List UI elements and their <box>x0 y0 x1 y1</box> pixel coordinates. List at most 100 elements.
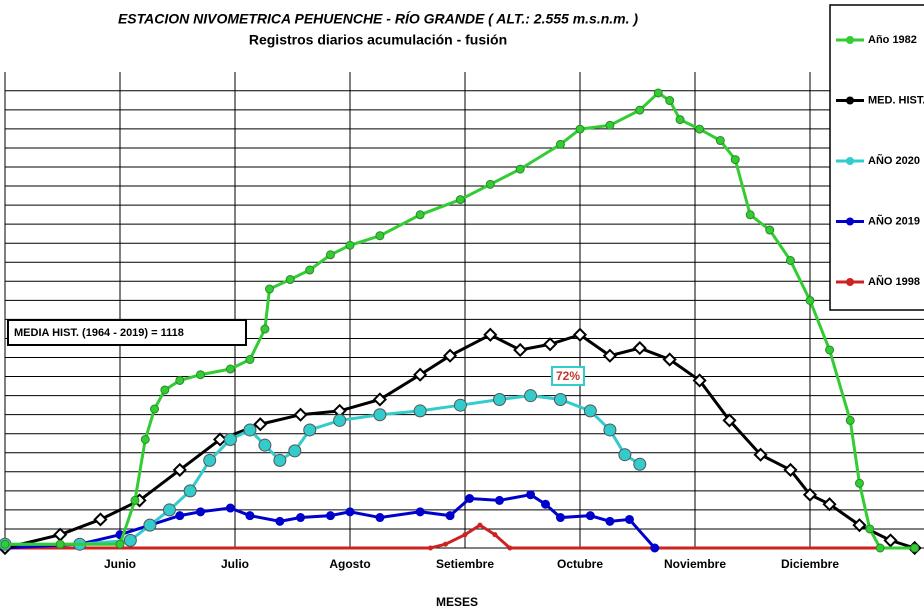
legend-box <box>829 4 924 311</box>
marker <box>175 511 185 521</box>
marker <box>285 275 295 285</box>
marker <box>555 513 565 523</box>
marker <box>415 507 425 517</box>
x-axis-label: MESES <box>436 595 478 609</box>
marker <box>492 532 498 538</box>
marker <box>325 511 335 521</box>
marker <box>624 514 634 524</box>
marker <box>650 543 660 553</box>
marker <box>493 392 506 406</box>
marker <box>825 345 835 355</box>
marker <box>260 324 270 334</box>
marker <box>212 432 228 447</box>
marker <box>223 432 237 446</box>
x-tick-label: Agosto <box>329 557 370 571</box>
marker <box>442 348 458 363</box>
marker <box>455 195 465 205</box>
marker <box>541 499 550 509</box>
series-line <box>5 523 915 550</box>
marker <box>175 375 185 385</box>
series-line <box>4 493 656 550</box>
x-tick-label: Julio <box>221 557 249 571</box>
legend-label: AÑO 2019 <box>868 214 920 227</box>
legend-marker <box>846 278 854 286</box>
marker <box>53 527 68 542</box>
marker <box>253 417 268 432</box>
marker <box>462 532 468 538</box>
marker <box>293 407 308 422</box>
series-line <box>4 333 916 550</box>
marker <box>483 327 498 342</box>
marker <box>115 539 125 549</box>
marker <box>93 512 108 527</box>
marker <box>296 513 306 523</box>
marker <box>875 543 885 553</box>
marker <box>0 539 10 549</box>
marker <box>275 516 285 526</box>
marker <box>428 545 433 551</box>
marker <box>413 367 428 382</box>
marker <box>413 404 427 418</box>
marker <box>543 337 558 352</box>
marker <box>332 403 347 418</box>
marker <box>375 231 385 241</box>
marker <box>513 342 528 358</box>
x-tick-label: Setiembre <box>436 557 494 571</box>
marker <box>333 413 347 427</box>
marker <box>196 370 205 380</box>
marker <box>265 284 274 294</box>
x-tick-label: Noviembre <box>664 557 726 571</box>
marker <box>305 265 315 275</box>
marker <box>345 240 355 250</box>
x-tick-label: Junio <box>104 557 136 571</box>
chart-title: ESTACION NIVOMETRICA PEHUENCHE - RÍO GRA… <box>118 11 638 27</box>
marker <box>883 533 898 548</box>
marker <box>373 408 387 422</box>
marker <box>852 518 867 533</box>
marker <box>553 392 567 406</box>
marker <box>477 522 483 528</box>
marker <box>225 503 235 513</box>
marker <box>245 355 255 365</box>
marker <box>753 447 768 462</box>
marker <box>715 136 725 146</box>
marker <box>822 497 837 512</box>
marker <box>662 352 677 367</box>
annotation: MEDIA HIST. (1964 - 2019) = 1118 <box>14 327 184 339</box>
marker <box>515 164 525 174</box>
x-tick-label: Octubre <box>557 557 603 571</box>
marker <box>445 511 455 521</box>
marker <box>160 385 170 395</box>
marker <box>183 484 197 498</box>
marker <box>665 96 675 106</box>
marker <box>375 513 385 523</box>
marker <box>555 139 565 149</box>
marker <box>572 327 588 342</box>
marker <box>692 373 707 388</box>
marker <box>583 404 597 418</box>
marker <box>196 507 205 517</box>
marker <box>695 124 705 134</box>
marker <box>465 493 475 503</box>
marker <box>730 155 740 165</box>
marker <box>745 210 755 220</box>
marker <box>524 389 538 403</box>
marker <box>150 404 159 414</box>
marker <box>123 533 137 547</box>
chart-subtitle: Registros diarios acumulación - fusión <box>249 32 507 48</box>
legend-label: AÑO 2020 <box>868 154 920 167</box>
marker <box>203 453 217 467</box>
marker <box>288 444 302 458</box>
marker <box>845 415 855 425</box>
marker <box>372 392 387 407</box>
legend-label: AÑO 1998 <box>868 275 920 288</box>
legend-label: Año 1982 <box>868 34 917 46</box>
marker <box>765 225 775 235</box>
marker <box>245 511 255 521</box>
marker <box>602 348 617 363</box>
marker <box>225 364 235 374</box>
marker <box>325 250 335 260</box>
annotation-box <box>551 366 585 386</box>
marker <box>603 423 617 437</box>
